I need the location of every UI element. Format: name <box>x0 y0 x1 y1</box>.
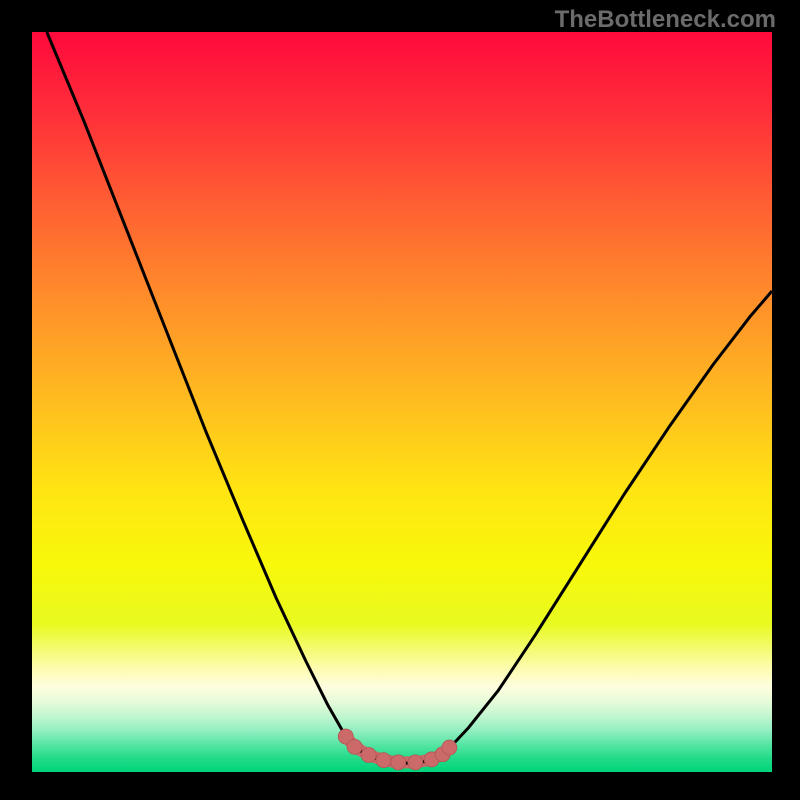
figure-root: TheBottleneck.com <box>0 0 800 800</box>
floor-marker <box>361 747 376 762</box>
plot-area <box>32 32 772 772</box>
floor-marker <box>408 755 423 770</box>
curve-layer <box>32 32 772 772</box>
valley-floor-markers <box>338 729 457 770</box>
watermark-text: TheBottleneck.com <box>555 6 776 34</box>
floor-marker <box>391 755 406 770</box>
floor-marker <box>347 739 362 754</box>
bottleneck-curve <box>47 32 772 763</box>
floor-marker <box>442 740 457 755</box>
floor-marker <box>376 753 391 768</box>
